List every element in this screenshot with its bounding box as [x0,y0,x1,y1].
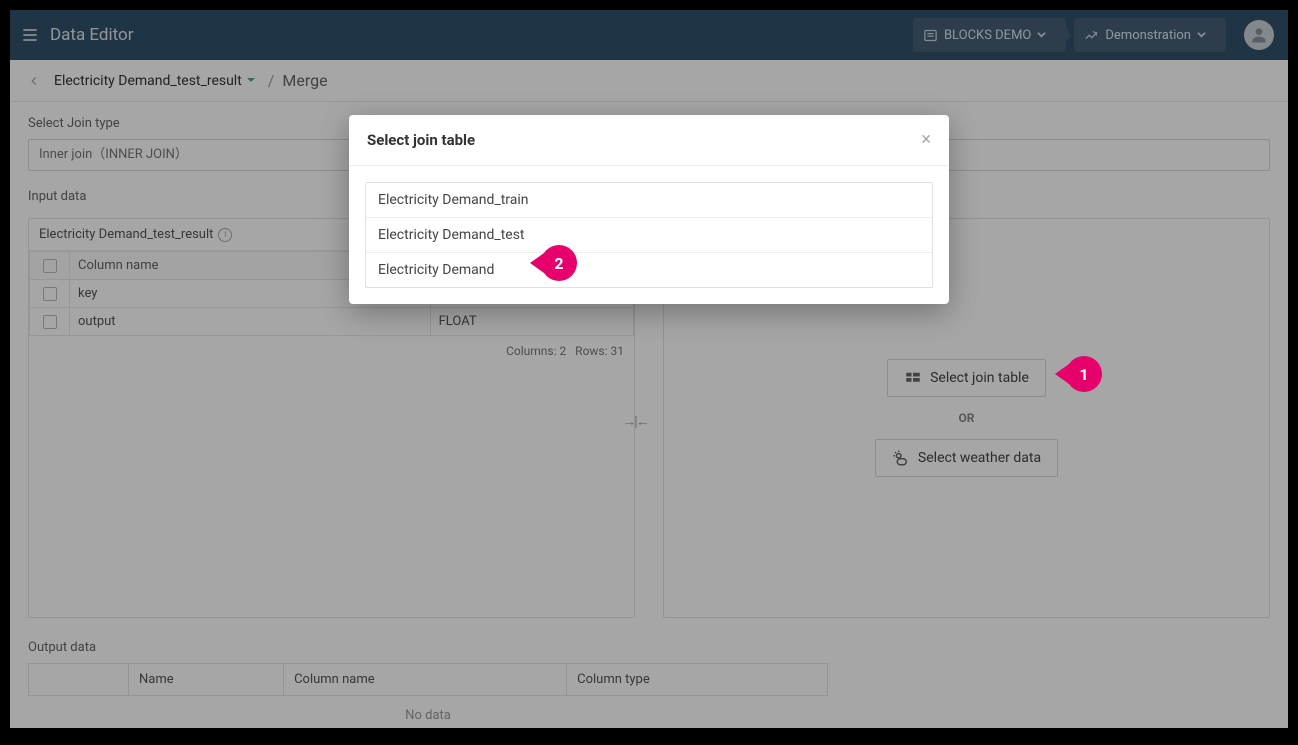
table-row[interactable]: output FLOAT [30,308,634,336]
output-empty: No data [28,696,828,735]
output-table: Name Column name Column type [28,663,828,696]
app-title: Data Editor [50,25,134,45]
table-icon [904,369,922,387]
caret-down-icon [1037,28,1052,43]
info-icon[interactable]: i [218,228,232,242]
row-checkbox[interactable] [43,287,57,301]
select-join-table-button[interactable]: Select join table [887,359,1046,397]
join-table-option[interactable]: Electricity Demand [366,252,932,287]
caret-down-icon [246,73,256,89]
or-label: OR [959,411,975,425]
footer-cols: Columns: 2 [506,344,566,358]
output-header-name: Name [129,664,284,696]
col-name-cell: output [70,308,431,336]
back-button[interactable] [20,67,48,95]
output-data-label: Output data [28,640,1270,655]
weather-icon [892,449,910,467]
project-crumbs: BLOCKS DEMO Demonstration [913,18,1234,52]
select-weather-button[interactable]: Select weather data [875,439,1058,477]
callout-1-number: 1 [1079,365,1088,384]
project-label: BLOCKS DEMO [944,28,1031,43]
output-header-type: Column type [567,664,828,696]
footer-rows: Rows: 31 [575,344,624,358]
join-table-option[interactable]: Electricity Demand_train [366,183,932,217]
callout-1: 1 [1055,356,1102,392]
select-join-label: Select join table [930,370,1029,386]
breadcrumb-current: Merge [282,71,327,90]
join-table-option[interactable]: Electricity Demand_test [366,217,932,252]
select-weather-label: Select weather data [918,450,1041,466]
topbar: Data Editor BLOCKS DEMO Demonstration [10,10,1288,60]
breadcrumb-dataset[interactable]: Electricity Demand_test_result [54,73,260,89]
callout-2: 2 [530,245,577,281]
input-dataset-name: Electricity Demand_test_result [39,227,213,242]
modal-close-button[interactable]: × [921,131,931,149]
output-header-col: Column name [284,664,567,696]
breadcrumb-dataset-label: Electricity Demand_test_result [54,73,242,89]
breadcrumb-separator: / [268,71,275,90]
menu-button[interactable] [10,25,50,45]
project-selector[interactable]: BLOCKS DEMO [913,18,1066,52]
env-label: Demonstration [1105,28,1191,43]
select-all-checkbox[interactable] [43,259,57,273]
select-join-table-modal: Select join table × Electricity Demand_t… [349,115,949,304]
callout-2-number: 2 [554,254,563,273]
modal-title: Select join table [367,131,475,149]
breadcrumb-bar: Electricity Demand_test_result / Merge [10,60,1288,102]
row-checkbox[interactable] [43,315,57,329]
env-selector[interactable]: Demonstration [1074,18,1226,52]
join-table-list: Electricity Demand_train Electricity Dem… [365,182,933,288]
panel-resize-handle[interactable]: →|← [622,413,647,430]
avatar[interactable] [1244,20,1274,50]
col-type-cell: FLOAT [430,308,633,336]
caret-down-icon [1197,28,1212,43]
